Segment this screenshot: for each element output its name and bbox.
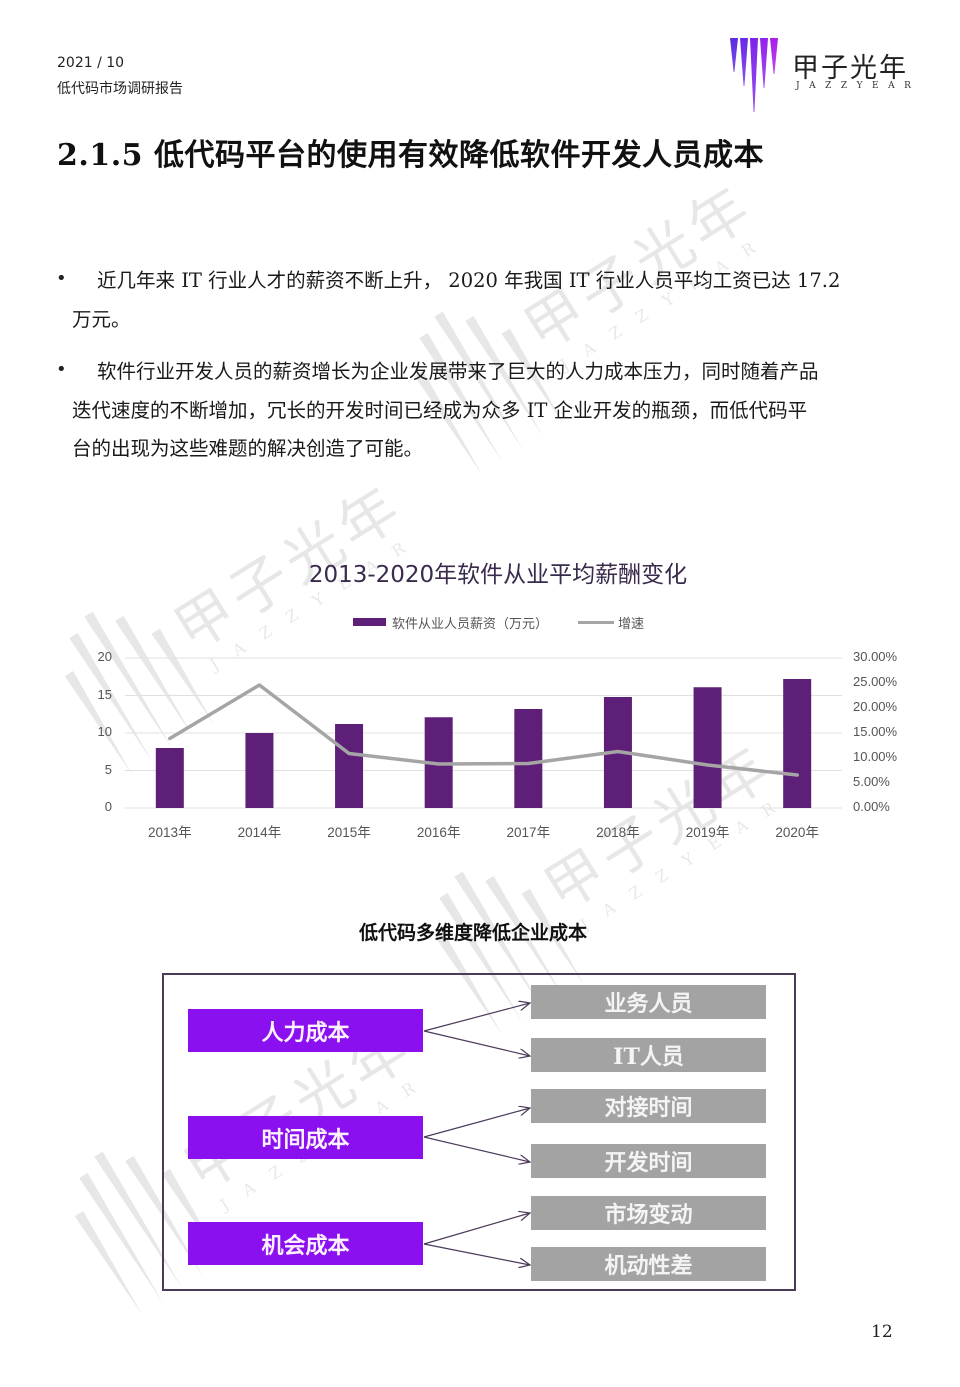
chart-legend: 软件从业人员薪资（万元） 增速 bbox=[353, 612, 644, 632]
report-name: 低代码市场调研报告 bbox=[57, 81, 183, 97]
report-date: 2021 / 10 bbox=[57, 55, 125, 71]
section-title: 2.1.5 低代码平台的使用有效降低软件开发人员成本 bbox=[57, 138, 764, 173]
sub-box-dev-time: 开发时间 bbox=[531, 1144, 766, 1178]
y-axis-left-tick: 10 bbox=[97, 724, 112, 739]
y-axis-left-tick: 0 bbox=[104, 799, 112, 814]
x-axis-tick: 2014年 bbox=[237, 825, 282, 840]
sub-box-low-agility: 机动性差 bbox=[531, 1247, 766, 1281]
salary-bar bbox=[245, 733, 274, 808]
y-axis-right-tick: 10.00% bbox=[853, 749, 898, 764]
bullet-1-line-1: 近几年来 IT 行业人才的薪资不断上升， 2020 年我国 IT 行业人员平均工… bbox=[97, 269, 841, 292]
bullet-2-line-2: 迭代速度的不断增加，冗长的开发时间已经成为众多 IT 企业开发的瓶颈，而低代码平 bbox=[72, 399, 808, 422]
sub-box-business-staff: 业务人员 bbox=[531, 985, 766, 1019]
sub-box-it-staff: IT人员 bbox=[531, 1038, 766, 1072]
y-axis-left-tick: 20 bbox=[97, 649, 112, 664]
y-axis-left-tick: 5 bbox=[104, 761, 112, 777]
salary-bar bbox=[155, 748, 184, 808]
y-axis-right-tick: 0.00% bbox=[853, 799, 890, 814]
y-axis-right-tick: 15.00% bbox=[853, 724, 898, 739]
diagram-frame bbox=[162, 973, 796, 1291]
sub-box-market-change: 市场变动 bbox=[531, 1196, 766, 1230]
x-axis-tick: 2015年 bbox=[327, 825, 371, 840]
salary-chart-plot bbox=[125, 657, 842, 809]
logo-text-cn: 甲子光年 bbox=[792, 53, 908, 84]
y-axis-right-tick: 5.00% bbox=[853, 774, 890, 789]
logo-text-en: JAZZYEAR bbox=[796, 81, 921, 91]
salary-bar bbox=[514, 709, 543, 808]
cost-box-labor: 人力成本 bbox=[188, 1009, 423, 1052]
salary-bar bbox=[783, 679, 812, 808]
bullet-icon: • bbox=[56, 359, 67, 380]
growth-line bbox=[168, 683, 799, 777]
x-axis-tick: 2017年 bbox=[506, 825, 551, 840]
legend-bar-swatch bbox=[353, 618, 386, 626]
legend-bar-label: 软件从业人员薪资（万元） bbox=[392, 616, 549, 632]
y-axis-right-tick: 20.00% bbox=[853, 699, 898, 714]
x-axis-tick: 2018年 bbox=[596, 825, 640, 840]
chart-title: 2013-2020年软件从业平均薪酬变化 bbox=[308, 562, 688, 588]
cost-box-opportunity: 机会成本 bbox=[188, 1222, 423, 1265]
bullet-2-line-3: 台的出现为这些难题的解决创造了可能。 bbox=[72, 437, 424, 460]
salary-bar bbox=[335, 724, 364, 808]
y-axis-left-tick: 15 bbox=[97, 686, 112, 702]
x-axis-tick: 2019年 bbox=[685, 825, 730, 840]
bullet-1-line-2: 万元。 bbox=[72, 308, 131, 331]
page-number: 12 bbox=[871, 1322, 893, 1342]
y-axis-right-tick: 25.00% bbox=[853, 674, 898, 689]
sub-box-integration-time: 对接时间 bbox=[531, 1089, 766, 1123]
x-axis-tick: 2020年 bbox=[775, 825, 819, 840]
x-axis-tick: 2013年 bbox=[148, 825, 192, 840]
bullet-2-line-1: 软件行业开发人员的薪资增长为企业发展带来了巨大的人力成本压力，同时随着产品 bbox=[97, 360, 819, 383]
salary-bar bbox=[693, 687, 722, 808]
legend-line-swatch bbox=[578, 620, 615, 624]
cost-box-time: 时间成本 bbox=[188, 1116, 423, 1159]
jazzyear-logo-icon bbox=[728, 38, 782, 114]
legend-line-label: 增速 bbox=[618, 616, 645, 632]
x-axis-tick: 2016年 bbox=[416, 825, 461, 840]
diagram-title: 低代码多维度降低企业成本 bbox=[358, 922, 587, 944]
bullet-icon: • bbox=[56, 268, 67, 289]
y-axis-right-tick: 30.00% bbox=[853, 649, 898, 664]
